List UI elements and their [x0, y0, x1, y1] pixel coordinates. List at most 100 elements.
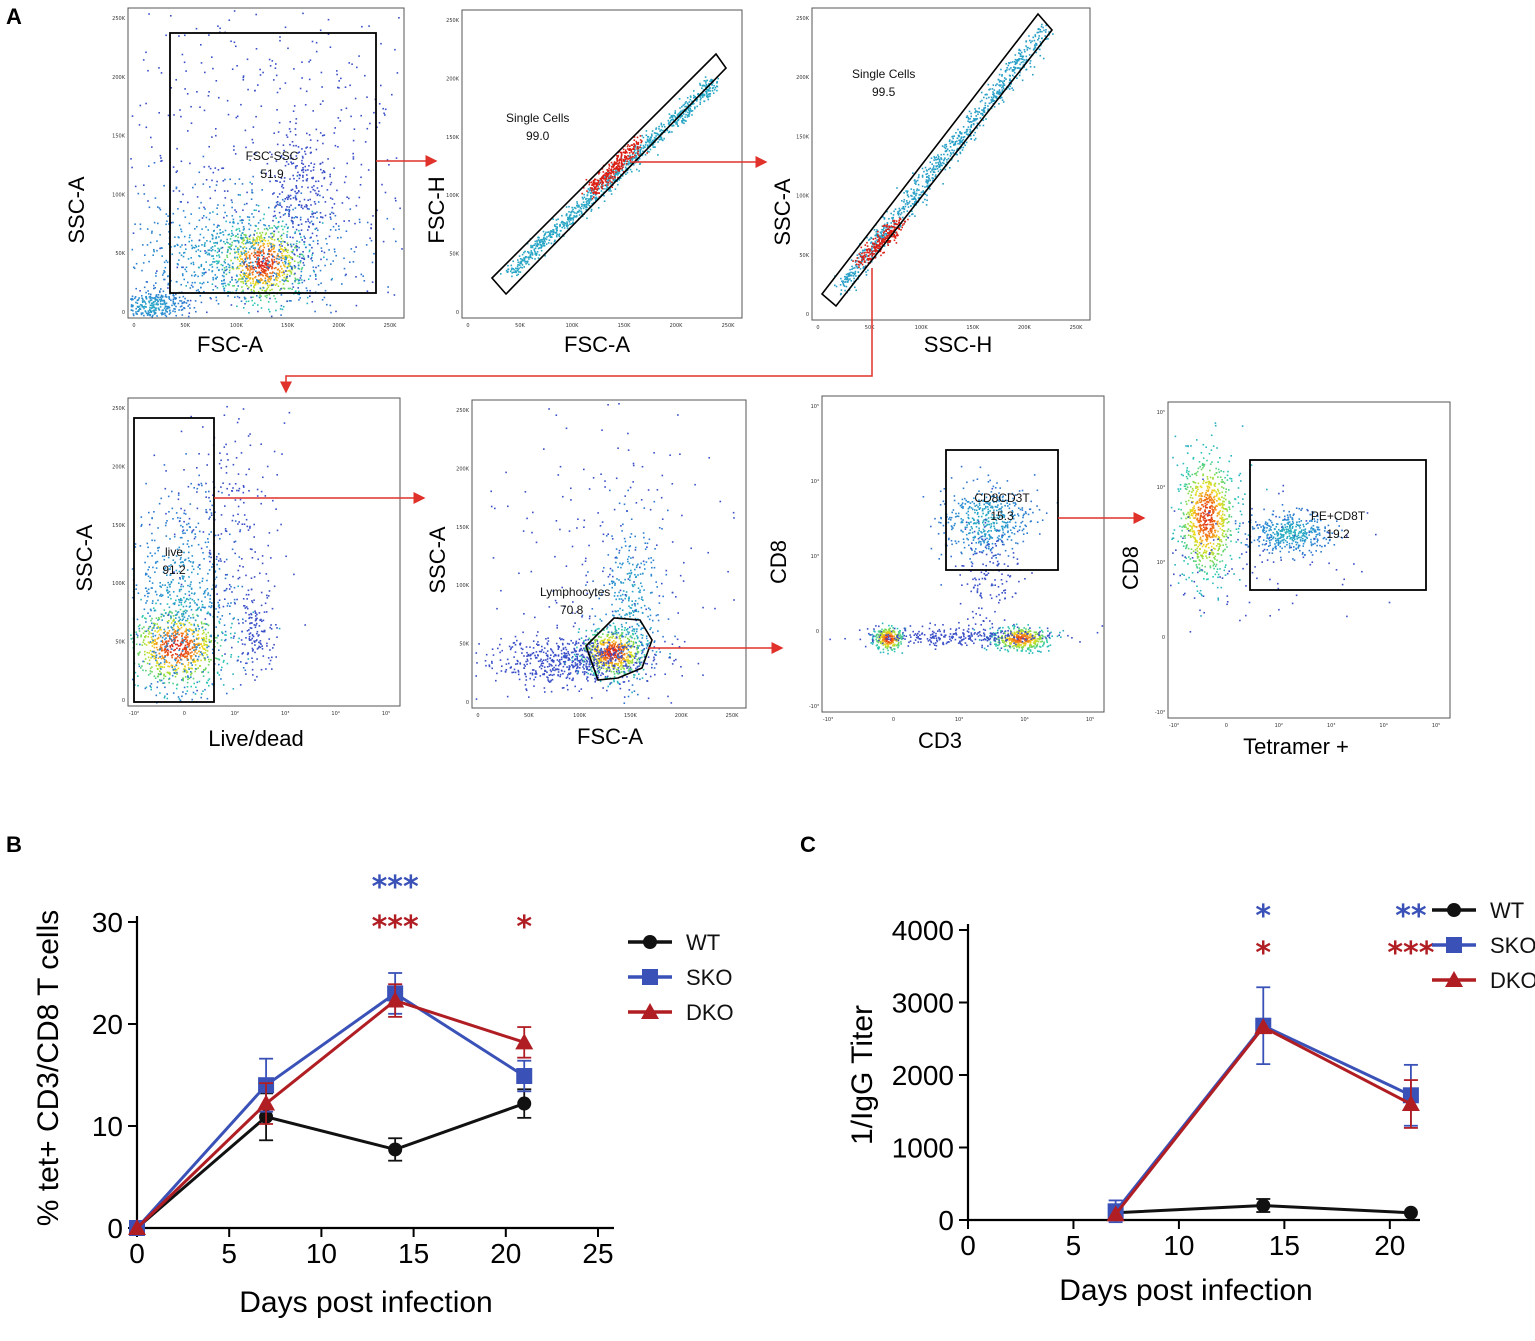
y-axis-label: FSC-H [424, 176, 449, 243]
y-tick-label: 10 [92, 1111, 123, 1142]
y-tick-label: 50K [799, 253, 809, 259]
gate-name: Single Cells [852, 67, 915, 81]
gate [133, 417, 215, 703]
x-tick-label: 150K [624, 713, 638, 719]
x-tick-label: 250K [726, 713, 740, 719]
x-tick-label: 10⁵ [382, 711, 390, 717]
significance-star: *** [372, 910, 419, 945]
x-tick-label: 10 [1163, 1230, 1194, 1261]
y-tick-label: 0 [938, 1205, 954, 1236]
x-tick-label: -10² [129, 711, 139, 717]
x-tick-label: 10⁴ [1379, 723, 1387, 729]
chart-b-xlabel: Days post infection [239, 1286, 492, 1319]
y-tick-label: 0 [466, 700, 469, 706]
x-tick-label: 10² [1275, 723, 1283, 729]
x-tick-label: 10³ [281, 711, 289, 717]
y-tick-label: 0 [1162, 635, 1165, 641]
y-tick-label: 10⁴ [811, 479, 819, 485]
legend-item-wt: WT [1432, 898, 1524, 923]
data-point [1401, 1095, 1420, 1111]
x-tick-label: 5 [1066, 1230, 1082, 1261]
x-tick-label: 150K [966, 325, 980, 331]
y-tick-label: 3000 [892, 988, 954, 1019]
y-tick-label: 10⁵ [1157, 410, 1165, 416]
y-tick-label: 150K [446, 135, 460, 141]
data-point [257, 1094, 276, 1111]
x-tick-label: 100K [566, 323, 580, 329]
x-axis-label: Tetramer + [1243, 734, 1349, 759]
chart-c-xlabel: Days post infection [1059, 1274, 1312, 1307]
flow-plot-frame [1167, 401, 1451, 719]
y-tick-label: 200K [112, 75, 126, 81]
x-tick-label: 200K [1018, 325, 1032, 331]
panel-label-c: C [800, 832, 816, 857]
y-tick-label: 150K [796, 134, 810, 140]
gate-value: 99.5 [872, 85, 896, 99]
x-tick-label: 10 [306, 1238, 337, 1269]
y-tick-label: 150K [112, 523, 126, 529]
data-point [516, 1068, 533, 1085]
y-tick-label: 150K [112, 134, 126, 140]
gate-value: 15.3 [990, 509, 1014, 523]
legend-marker [1446, 937, 1462, 953]
series-dko [1106, 1018, 1420, 1222]
x-axis-label: Live/dead [208, 726, 303, 751]
gate-value: 51.9 [260, 167, 284, 181]
x-tick-label: 200K [675, 713, 689, 719]
gate [820, 12, 1054, 308]
y-tick-label: 10⁴ [1157, 485, 1165, 491]
flow-plot-4: live 91.2 -10² 0 10² 10³ 10⁴ 10⁵ 0 50K 100K 150K 200… [72, 397, 401, 751]
series-line [135, 998, 525, 1230]
flow-plot-7: PE+CD8T 19.2 -10² 0 10² 10³ 10⁴ 10⁵ -10³ 0 10³ 10⁴ 1… [1118, 401, 1451, 759]
flow-plot-6: CD8CD3T 15.3 -10³ 0 10³ 10⁴ 10⁵ -10³ 0 10³ 10⁴ 10⁵ C… [766, 395, 1105, 753]
x-axis-label: CD3 [918, 728, 962, 753]
y-tick-label: -10³ [1155, 710, 1165, 716]
legend-label: DKO [686, 1000, 734, 1025]
x-tick-label: 100K [573, 713, 587, 719]
x-axis-label: FSC-A [197, 332, 263, 357]
series-wt [130, 1088, 532, 1235]
x-tick-label: 0 [129, 1238, 145, 1269]
y-tick-label: 0 [122, 310, 125, 316]
x-tick-label: 0 [1225, 723, 1228, 729]
gate-name: CD8CD3T [974, 491, 1030, 505]
x-tick-label: 50K [180, 323, 190, 329]
y-tick-label: 200K [112, 464, 126, 470]
significance-star: * [1255, 899, 1271, 934]
x-tick-label: 100K [915, 325, 929, 331]
x-tick-label: 0 [183, 711, 186, 717]
legend: WT SKO DKO [628, 930, 734, 1025]
x-tick-label: 0 [132, 323, 135, 329]
x-tick-label: 150K [618, 323, 632, 329]
x-tick-label: 250K [384, 323, 398, 329]
data-point [128, 1219, 146, 1235]
y-axis-label: CD8 [1118, 546, 1143, 590]
y-axis-label: CD8 [766, 540, 791, 584]
flow-plot-5: Lymphocytes 70.8 0 50K 100K 150K 200K 250K 0 50K 1… [425, 399, 747, 749]
x-tick-label: 10⁵ [1432, 723, 1440, 729]
y-tick-label: 50K [449, 252, 459, 258]
legend-item-sko: SKO [1432, 933, 1535, 958]
flow-plot-frame [461, 9, 743, 319]
legend: WT SKO DKO [1432, 898, 1535, 993]
data-point [386, 991, 405, 1008]
flow-plot-1: FSC-SSC 51.9 0 50K 100K 150K 200K 250K 0 50K 100K 1… [64, 7, 405, 357]
legend-item-dko: DKO [1432, 968, 1535, 993]
y-tick-label: 0 [122, 698, 125, 704]
y-tick-label: 4000 [892, 915, 954, 946]
series-dko [128, 983, 534, 1235]
panel-label-a: A [6, 4, 22, 29]
y-tick-label: 10³ [1157, 560, 1165, 566]
legend-marker [642, 969, 658, 985]
x-tick-label: 20 [1374, 1230, 1405, 1261]
data-point [1254, 1018, 1273, 1035]
chart-b: Days post infection % tet+ CD3/CD8 T cel… [32, 870, 734, 1319]
x-tick-label: 0 [816, 325, 819, 331]
gate-name: FSC-SSC [246, 149, 299, 163]
gate [585, 617, 653, 681]
flow-plot-2: Single Cells 99.0 0 50K 100K 150K 200K 250K 0 50K… [424, 9, 743, 357]
legend-item-sko: SKO [628, 965, 732, 990]
y-tick-label: 250K [796, 16, 810, 22]
series-sko [129, 972, 533, 1236]
y-tick-label: 250K [456, 408, 470, 414]
